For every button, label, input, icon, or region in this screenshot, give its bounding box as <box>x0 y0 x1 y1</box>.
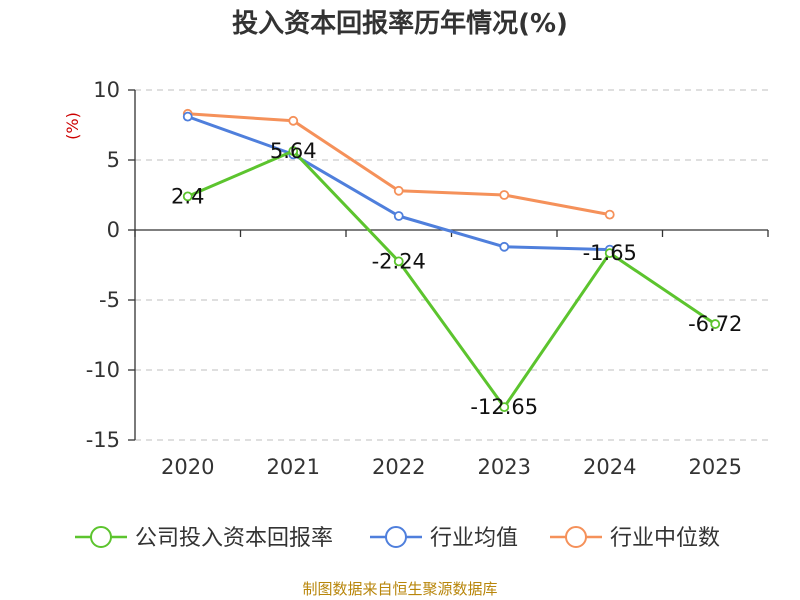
data-label: -1.65 <box>583 241 637 265</box>
x-tick-label: 2021 <box>267 455 320 479</box>
chart-title: 投入资本回报率历年情况(%) <box>232 8 568 39</box>
data-point-1 <box>499 241 510 252</box>
y-axis-label: (%) <box>63 112 82 140</box>
data-point-1 <box>393 211 404 221</box>
data-label: -2.24 <box>372 249 426 273</box>
x-tick-label: 2024 <box>583 455 636 479</box>
data-label: 5.64 <box>270 139 317 163</box>
series-line-2 <box>187 112 611 217</box>
x-tick-label: 2022 <box>372 455 425 479</box>
data-point-0 <box>710 319 721 329</box>
legend-marker <box>565 526 587 548</box>
data-point-1 <box>182 111 193 122</box>
y-tick-label: 0 <box>107 218 120 242</box>
data-point-2 <box>393 185 404 196</box>
legend-label: 行业中位数 <box>610 526 720 551</box>
source-note: 制图数据来自恒生聚源数据库 <box>302 580 497 598</box>
data-point-2 <box>288 115 299 126</box>
legend-label: 行业均值 <box>430 526 518 551</box>
data-point-0 <box>288 146 299 156</box>
data-point-0 <box>182 191 193 202</box>
axes: 10 5 0 -5 -10 -15 2020 2021 2022 2023 2024 2025 <box>86 78 769 479</box>
x-tick-label: 2020 <box>161 455 214 479</box>
data-point-0 <box>393 256 404 267</box>
legend-marker <box>385 526 407 548</box>
y-tick-label: 10 <box>93 78 120 102</box>
data-point-0 <box>499 402 510 413</box>
x-tick-label: 2023 <box>478 455 531 479</box>
data-point-2 <box>499 190 510 200</box>
series-line-0 <box>187 149 717 409</box>
data-label: 2.4 <box>171 184 204 208</box>
grid-lines <box>135 89 768 441</box>
y-tick-label: -15 <box>86 428 120 452</box>
y-tick-label: -5 <box>99 288 120 312</box>
legend-marker <box>90 526 112 548</box>
legend: 公司投入资本回报率 行业均值 行业中位数 <box>75 526 720 551</box>
data-label: -12.65 <box>470 395 538 419</box>
legend-label: 公司投入资本回报率 <box>135 526 333 551</box>
y-tick-label: 5 <box>107 148 120 172</box>
data-point-2 <box>604 209 615 220</box>
data-point-0 <box>604 248 615 259</box>
series-layer <box>182 108 721 413</box>
data-label: -6.72 <box>688 312 742 336</box>
data-labels: 2.4 5.64 -2.24 -12.65 -1.65 -6.72 <box>171 139 742 419</box>
y-tick-label: -10 <box>86 358 120 382</box>
x-tick-label: 2025 <box>689 455 742 479</box>
